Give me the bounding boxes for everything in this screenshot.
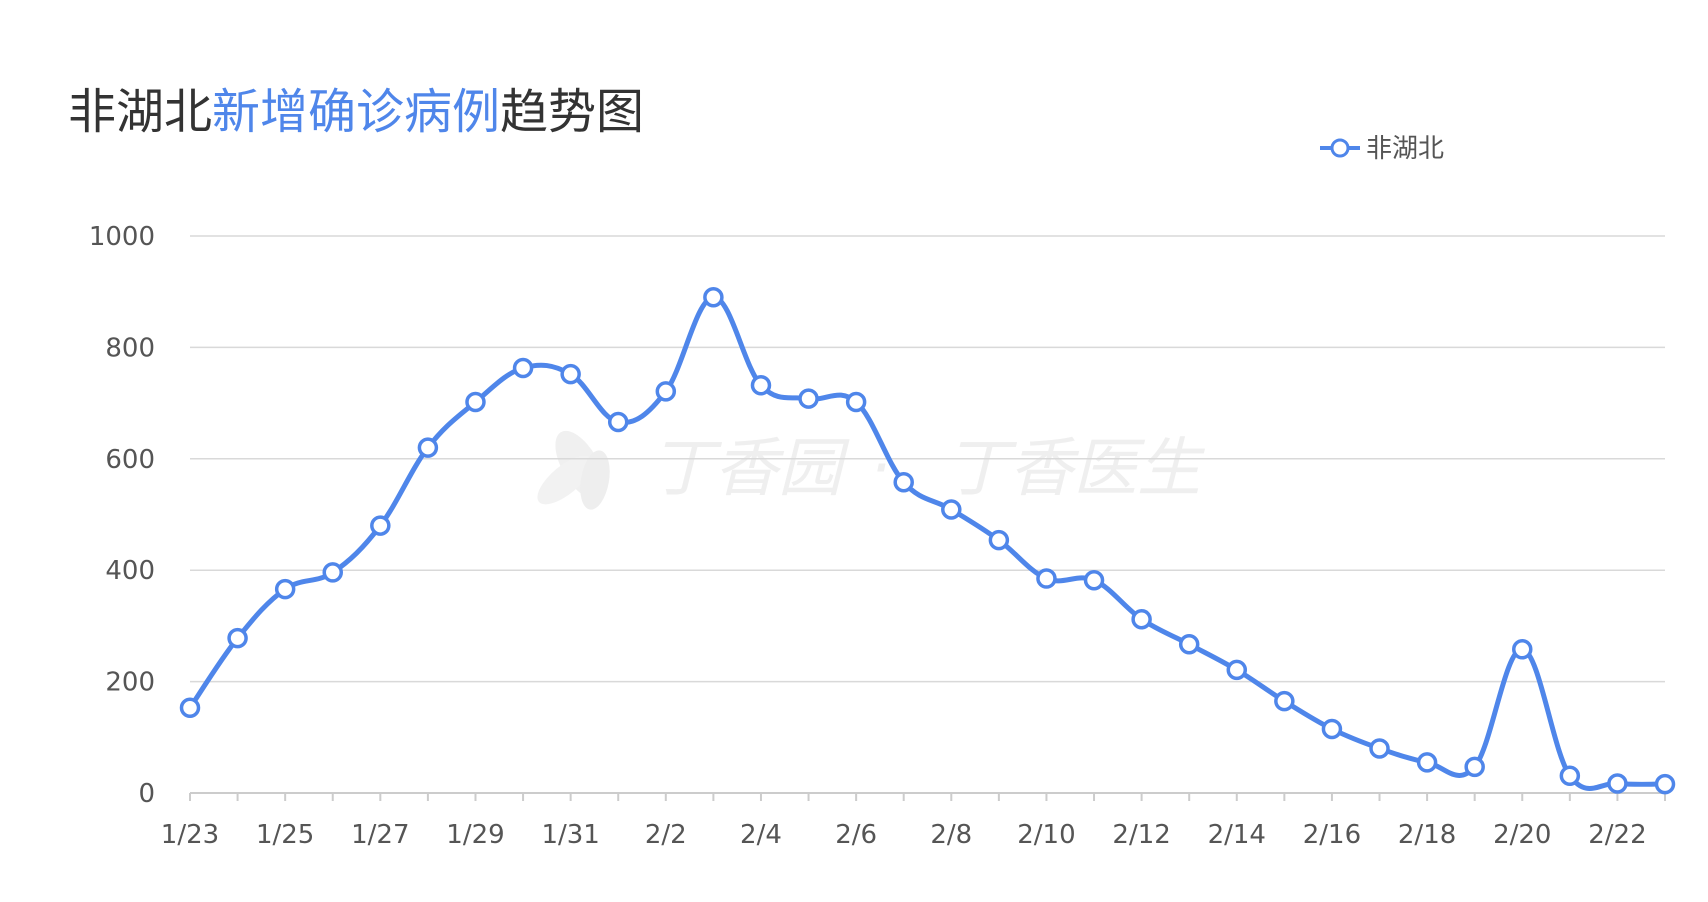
- data-point[interactable]: [1178, 634, 1200, 655]
- x-tick-label: 2/2: [645, 820, 687, 850]
- data-point[interactable]: [1274, 690, 1295, 712]
- x-tick-label: 2/16: [1303, 820, 1361, 850]
- chart-title: 非湖北新增确诊病例趋势图: [68, 84, 644, 140]
- data-point[interactable]: [417, 437, 439, 458]
- x-tick-label: 1/23: [161, 820, 219, 850]
- x-tick-label: 2/4: [740, 820, 782, 850]
- data-point[interactable]: [845, 391, 867, 413]
- x-tick-label: 2/10: [1017, 820, 1075, 850]
- y-tick-label: 200: [105, 668, 155, 698]
- chart-title-suffix: 趋势图: [500, 84, 644, 140]
- data-point[interactable]: [512, 357, 534, 379]
- y-tick-label: 1000: [89, 222, 155, 252]
- data-point[interactable]: [798, 388, 819, 409]
- chart-title-prefix: 非湖北: [68, 84, 212, 140]
- x-axis: [189, 792, 1666, 801]
- data-point[interactable]: [370, 515, 391, 536]
- legend-label: 非湖北: [1366, 134, 1444, 164]
- watermark-text-right: 丁香医生: [945, 432, 1205, 506]
- x-tick-label: 1/25: [256, 820, 314, 850]
- data-point[interactable]: [179, 697, 201, 719]
- grid-lines: [190, 235, 1665, 683]
- data-point[interactable]: [274, 578, 296, 600]
- x-tick-label: 2/8: [930, 820, 972, 850]
- data-point[interactable]: [655, 381, 677, 402]
- data-point[interactable]: [227, 627, 248, 649]
- x-tick-label: 1/31: [541, 820, 599, 850]
- x-tick-label: 2/14: [1208, 820, 1266, 850]
- data-point[interactable]: [1654, 773, 1676, 795]
- data-point[interactable]: [703, 287, 724, 308]
- x-axis-labels: 1/23 1/25 1/27 1/29 1/31 2/2 2/4 2/6 2/8 2/10 2/12…: [161, 820, 1647, 850]
- data-point[interactable]: [893, 471, 914, 493]
- x-tick-label: 2/6: [835, 820, 877, 850]
- chart-title-highlight: 新增确诊病例: [212, 84, 500, 140]
- data-point[interactable]: [1607, 773, 1628, 794]
- data-point[interactable]: [1131, 608, 1152, 630]
- data-point[interactable]: [1083, 569, 1105, 591]
- x-tick-label: 2/20: [1493, 820, 1551, 850]
- series-non-hubei: [187, 294, 1668, 791]
- data-point[interactable]: [1512, 639, 1533, 660]
- watermark: 丁香园 · 丁香医生: [537, 430, 1205, 510]
- x-tick-label: 1/27: [351, 820, 409, 850]
- series-line: [187, 294, 1668, 791]
- data-point[interactable]: [465, 391, 486, 413]
- y-tick-label: 400: [105, 556, 155, 586]
- data-point[interactable]: [1464, 756, 1485, 778]
- data-point[interactable]: [1036, 568, 1057, 589]
- data-point[interactable]: [322, 562, 343, 583]
- data-point[interactable]: [941, 499, 962, 520]
- data-point[interactable]: [1559, 765, 1581, 786]
- legend-marker-icon: [1330, 138, 1350, 158]
- y-tick-label: 600: [105, 445, 155, 475]
- data-point[interactable]: [1369, 738, 1390, 759]
- x-tick-label: 2/22: [1588, 820, 1646, 850]
- x-tick-label: 2/18: [1398, 820, 1456, 850]
- x-tick-label: 1/29: [446, 820, 504, 850]
- data-point[interactable]: [560, 363, 581, 385]
- y-tick-label: 0: [138, 779, 155, 809]
- y-axis-labels: 0 200 400 600 800 1000: [89, 222, 155, 809]
- x-tick-label: 2/12: [1112, 820, 1170, 850]
- y-tick-label: 800: [105, 333, 155, 363]
- data-points: [179, 287, 1676, 795]
- legend[interactable]: 非湖北: [1320, 134, 1444, 164]
- data-point[interactable]: [1321, 718, 1343, 740]
- data-point[interactable]: [750, 375, 772, 396]
- data-point[interactable]: [1226, 659, 1248, 681]
- watermark-logo: [537, 430, 610, 510]
- watermark-text-left: 丁香园: [650, 432, 850, 506]
- data-point[interactable]: [988, 529, 1010, 551]
- data-point[interactable]: [607, 411, 629, 433]
- data-point[interactable]: [1416, 752, 1438, 773]
